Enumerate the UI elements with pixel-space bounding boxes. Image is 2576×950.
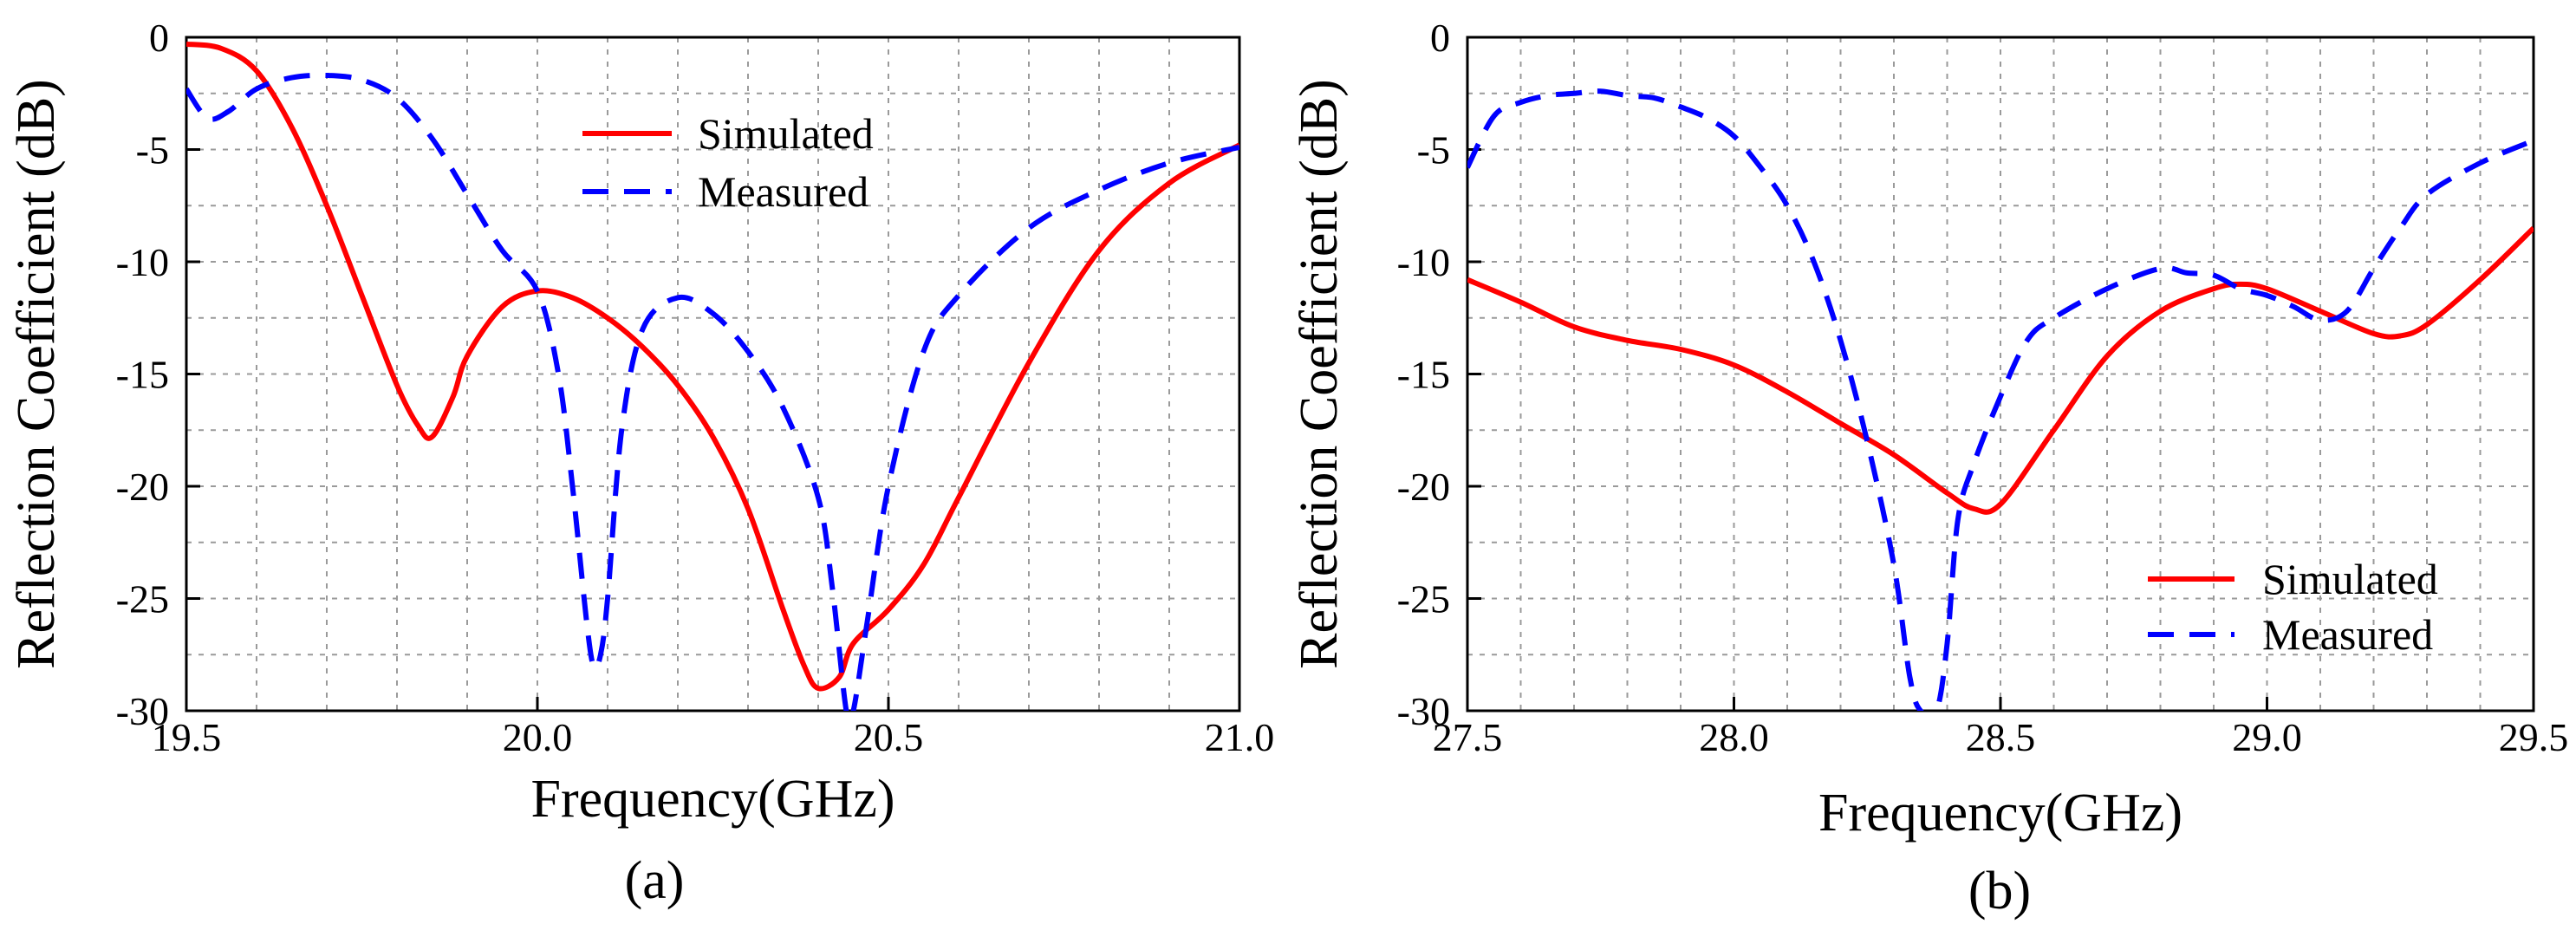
grid — [186, 37, 1239, 711]
y-tick-label: -5 — [136, 128, 169, 172]
series-line-simulated — [186, 41, 1239, 692]
y-tick-label: -20 — [1397, 465, 1450, 509]
y-tick-label: -25 — [1397, 577, 1450, 621]
legend-label-measured: Measured — [2262, 610, 2433, 659]
legend-label-measured: Measured — [698, 167, 868, 216]
x-tick-label: 20.5 — [854, 715, 924, 759]
y-tick-label: 0 — [149, 16, 169, 60]
y-tick-label: -20 — [116, 465, 169, 509]
y-tick-label: -15 — [1397, 353, 1450, 397]
legend: Simulated Measured — [2148, 555, 2438, 659]
x-tick-label: 29.0 — [2232, 715, 2302, 759]
y-tick-label: -30 — [116, 689, 169, 733]
x-tick-label: 19.5 — [152, 715, 222, 759]
y-axis-title: Reflection Coefficient (dB) — [7, 79, 66, 669]
series-line-measured — [1467, 88, 2534, 711]
x-axis-title: Frequency(GHz) — [530, 770, 894, 829]
y-tick-label: -10 — [1397, 240, 1450, 284]
y-tick-label: -25 — [116, 577, 169, 621]
chart-b: 27.5 28.0 28.5 29.0 29.5 0 -5 -10 -15 -20 -25 -30 Fr… — [1290, 16, 2568, 921]
chart-caption: (b) — [1968, 862, 2031, 921]
y-axis-title: Reflection Coefficient (dB) — [1290, 79, 1349, 669]
legend-label-simulated: Simulated — [698, 109, 874, 158]
legend-label-simulated: Simulated — [2262, 555, 2438, 603]
x-tick-label: 28.5 — [1966, 715, 2036, 759]
legend: Simulated Measured — [582, 109, 874, 216]
series-curves — [1467, 88, 2534, 711]
y-tick-label: -15 — [116, 353, 169, 397]
series-curves — [186, 41, 1239, 711]
y-tick-label: -5 — [1417, 128, 1450, 172]
y-tick-label: -30 — [1397, 689, 1450, 733]
x-tick-label: 27.5 — [1433, 715, 1503, 759]
grid — [1467, 37, 2534, 711]
ticks: 19.5 20.0 20.5 21.0 0 -5 -10 -15 -20 -25 -30 — [116, 16, 1275, 759]
ticks: 27.5 28.0 28.5 29.0 29.5 0 -5 -10 -15 -20 -25 -30 — [1397, 16, 2569, 759]
series-line-simulated — [1467, 225, 2534, 515]
x-tick-label: 28.0 — [1699, 715, 1769, 759]
x-tick-label: 21.0 — [1205, 715, 1275, 759]
chart-a: 19.5 20.0 20.5 21.0 0 -5 -10 -15 -20 -25 -30 Freque… — [7, 16, 1274, 910]
x-axis-title: Frequency(GHz) — [1818, 784, 2182, 843]
y-tick-label: 0 — [1430, 16, 1450, 60]
x-tick-label: 20.0 — [503, 715, 573, 759]
series-line-measured — [186, 72, 1239, 711]
x-tick-label: 29.5 — [2499, 715, 2569, 759]
y-tick-label: -10 — [116, 240, 169, 284]
chart-caption: (a) — [625, 851, 685, 910]
